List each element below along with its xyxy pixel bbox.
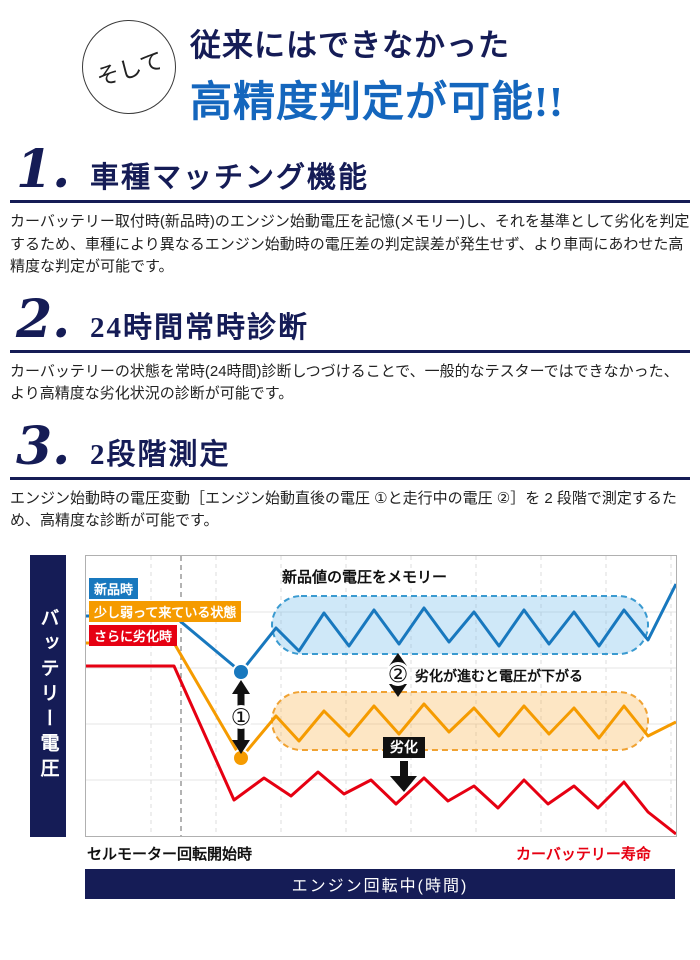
stage1-arrow-down-icon <box>232 739 250 754</box>
chart-line-1 <box>86 641 676 759</box>
line-layer <box>86 582 676 835</box>
intro-headings: 従来にはできなかった 高精度判定が可能!! <box>190 20 564 129</box>
section-body: カーバッテリーの状態を常時(24時間)診断しつづけることで、一般的なテスターでは… <box>10 362 679 403</box>
memory-highlight-band <box>271 594 649 655</box>
section-number: 1. <box>16 139 71 200</box>
battery-lifespan-label: カーバッテリー寿命 <box>516 845 651 863</box>
voltage-chart: バッテリー電圧 新品時 少し弱 <box>30 554 690 901</box>
section-heading: 1. 車種マッチング機能 <box>10 139 690 203</box>
intro-circle: そして <box>82 20 176 114</box>
section-title: 車種マッチング機能 <box>90 162 370 194</box>
chart-line-2 <box>86 664 676 835</box>
degrade-badge: 劣化 <box>383 736 425 758</box>
y-axis-label: バッテリー電圧 <box>37 608 59 783</box>
chart-line-0 <box>86 582 676 673</box>
degrade-annotation: 劣化が進むと電圧が下がる <box>415 667 583 684</box>
legend-new: 新品時 <box>89 577 139 599</box>
legend-weakened: 少し弱って来ている状態 <box>89 600 242 622</box>
stage1-arrow-up-icon <box>232 679 250 694</box>
section-body: エンジン始動時の電圧変動［エンジン始動直後の電圧 ①と走行中の電圧 ②］を 2 … <box>10 489 677 530</box>
x-axis-bar: エンジン回転中(時間) <box>85 868 675 899</box>
chart-svg <box>86 555 676 836</box>
intro-circle-label: そして <box>93 47 166 91</box>
intro-heading-line1: 従来にはできなかった <box>190 28 510 63</box>
section-title: 24時間常時診断 <box>90 311 310 344</box>
section-vehicle-matching: 1. 車種マッチング機能 カーバッテリー取付時(新品時)のエンジン始動電圧を記憶… <box>10 139 690 279</box>
section-two-stage: 3. 2段階測定 エンジン始動時の電圧変動［エンジン始動直後の電圧 ①と走行中の… <box>10 415 690 533</box>
y-axis-bar: バッテリー電圧 <box>30 554 66 837</box>
marker-2-badge: ② <box>386 660 410 687</box>
marker-1-badge: ① <box>229 703 253 730</box>
section-title: 2段階測定 <box>90 438 231 471</box>
x-axis-label: エンジン回転中(時間) <box>291 877 469 895</box>
section-heading: 2. 24時間常時診断 <box>10 288 690 353</box>
intro-block: そして 従来にはできなかった 高精度判定が可能!! <box>0 0 700 129</box>
intro-heading-line2: 高精度判定が可能!! <box>190 80 564 126</box>
key-point-0 <box>232 662 250 681</box>
section-24h-diagnosis: 2. 24時間常時診断 カーバッテリーの状態を常時(24時間)診断しつづけること… <box>10 288 690 406</box>
section-body: カーバッテリー取付時(新品時)のエンジン始動電圧を記憶(メモリー)し、それを基準… <box>10 213 690 275</box>
legend-degraded: さらに劣化時 <box>89 624 178 646</box>
x-start-label: セルモーター回転開始時 <box>87 845 253 863</box>
stage2-arrow-down-icon <box>389 683 407 697</box>
degrade-arrow-shaft <box>400 760 408 777</box>
plot-area: 新品時 少し弱って来ている状態 さらに劣化時 新品値の電圧をメモリー ① ② 劣… <box>85 554 677 837</box>
degrade-arrow-head-icon <box>390 775 417 792</box>
section-number: 3. <box>16 415 71 477</box>
memory-annotation: 新品値の電圧をメモリー <box>282 568 448 586</box>
section-number: 2. <box>16 288 71 350</box>
section-heading: 3. 2段階測定 <box>10 415 690 480</box>
